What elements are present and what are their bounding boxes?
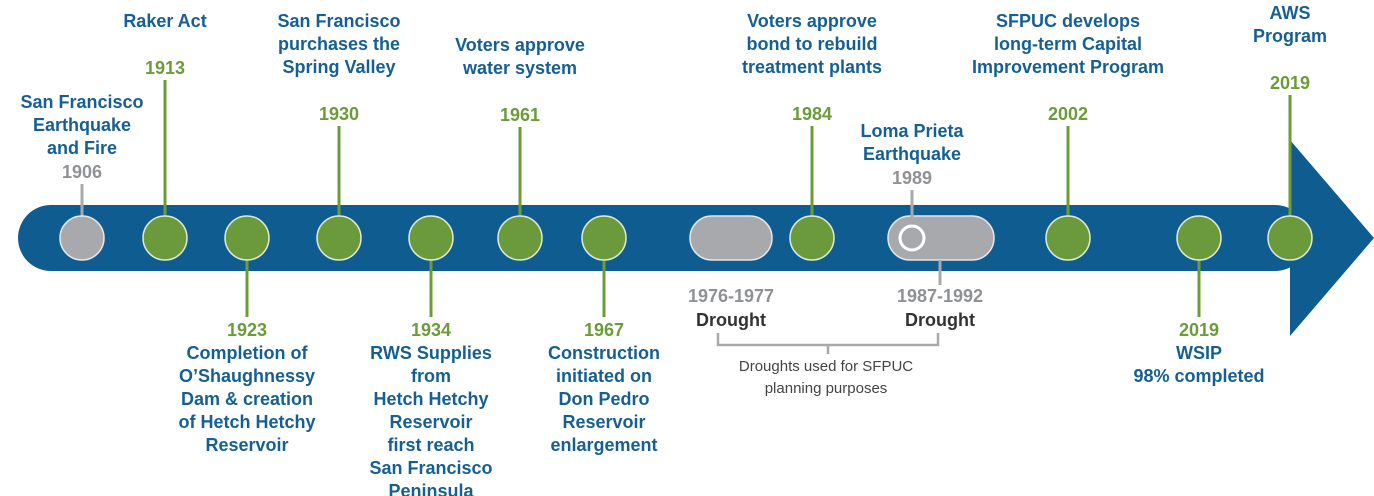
event-label: Completion of bbox=[187, 343, 309, 363]
event-label: water system bbox=[462, 58, 577, 78]
event-marker bbox=[408, 215, 454, 261]
event-label: enlargement bbox=[550, 435, 657, 455]
event-label: O’Shaughnessy bbox=[179, 366, 315, 386]
event-label: initiated on bbox=[556, 366, 652, 386]
event-label: San Francisco bbox=[369, 458, 492, 478]
event-label: Voters approve bbox=[747, 11, 877, 31]
event-label: SFPUC develops bbox=[996, 11, 1140, 31]
event-label: RWS Supplies bbox=[370, 343, 492, 363]
event-label: from bbox=[411, 366, 451, 386]
event-year: 1906 bbox=[62, 162, 102, 182]
event-label: AWS bbox=[1269, 3, 1310, 23]
event-year: 1923 bbox=[227, 320, 267, 340]
event-label: Construction bbox=[548, 343, 660, 363]
event-marker bbox=[1176, 215, 1222, 261]
event-year: 1961 bbox=[500, 105, 540, 125]
event-label: bond to rebuild bbox=[747, 34, 878, 54]
event-marker bbox=[224, 215, 270, 261]
event-year: 1984 bbox=[792, 104, 832, 124]
event-marker bbox=[497, 215, 543, 261]
event-label: Earthquake bbox=[33, 115, 131, 135]
drought-pill bbox=[689, 215, 773, 261]
event-year: 1913 bbox=[145, 58, 185, 78]
drought-years: 1976-1977 bbox=[688, 286, 774, 306]
event-label: of Hetch Hetchy bbox=[178, 412, 315, 432]
event-label: Hetch Hetchy bbox=[373, 389, 488, 409]
drought-note: planning purposes bbox=[765, 380, 888, 397]
drought-label: Drought bbox=[696, 310, 766, 330]
event-label: San Francisco bbox=[20, 92, 143, 112]
event-marker bbox=[59, 215, 105, 261]
event-label: San Francisco bbox=[277, 11, 400, 31]
event-label: Earthquake bbox=[863, 144, 961, 164]
event-label: Raker Act bbox=[123, 11, 206, 31]
event-year: 2019 bbox=[1179, 320, 1219, 340]
event-label: Dam & creation bbox=[181, 389, 313, 409]
event-year: 1967 bbox=[584, 320, 624, 340]
drought-label: Drought bbox=[905, 310, 975, 330]
event-label: Reservoir bbox=[562, 412, 645, 432]
event-label: and Fire bbox=[47, 138, 117, 158]
event-marker bbox=[142, 215, 188, 261]
event-marker bbox=[898, 224, 926, 252]
event-label: Don Pedro bbox=[558, 389, 649, 409]
event-label: long-term Capital bbox=[994, 34, 1142, 54]
event-year: 2002 bbox=[1048, 104, 1088, 124]
event-label: first reach bbox=[387, 435, 474, 455]
timeline-arrowhead bbox=[1290, 140, 1374, 336]
drought-note: Droughts used for SFPUC bbox=[739, 358, 913, 375]
event-year: 2019 bbox=[1270, 73, 1310, 93]
event-label: purchases the bbox=[278, 34, 400, 54]
timeline-bar bbox=[18, 205, 1308, 271]
event-year: 1930 bbox=[319, 104, 359, 124]
event-marker bbox=[1045, 215, 1091, 261]
event-label: Program bbox=[1253, 26, 1327, 46]
drought-bracket bbox=[716, 333, 940, 354]
event-marker bbox=[316, 215, 362, 261]
event-label: Reservoir bbox=[205, 435, 288, 455]
event-label: WSIP bbox=[1176, 343, 1222, 363]
event-label: 98% completed bbox=[1133, 366, 1264, 386]
event-marker bbox=[789, 215, 835, 261]
event-label: Improvement Program bbox=[972, 57, 1164, 77]
event-label: Loma Prieta bbox=[860, 121, 964, 141]
event-label: Peninsula bbox=[388, 481, 474, 496]
event-marker bbox=[1267, 215, 1313, 261]
event-label: Spring Valley bbox=[282, 57, 395, 77]
event-year: 1934 bbox=[411, 320, 451, 340]
event-label: Voters approve bbox=[455, 35, 585, 55]
drought-years: 1987-1992 bbox=[897, 286, 983, 306]
event-year: 1989 bbox=[892, 168, 932, 188]
event-marker bbox=[581, 215, 627, 261]
event-label: treatment plants bbox=[742, 57, 882, 77]
event-label: Reservoir bbox=[389, 412, 472, 432]
